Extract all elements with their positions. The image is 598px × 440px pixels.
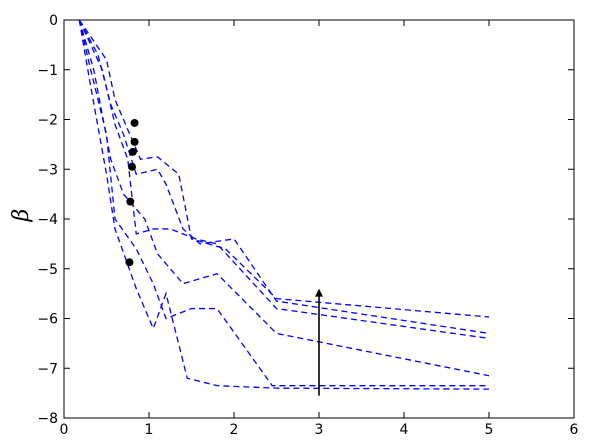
point	[130, 118, 139, 127]
y-tick-label: −3	[37, 162, 58, 178]
y-axis-label: β	[9, 209, 34, 223]
point	[128, 147, 137, 156]
y-tick-label: 0	[49, 13, 58, 29]
x-tick-label: 2	[230, 422, 239, 436]
y-tick-label: −4	[37, 212, 58, 228]
series-line	[78, 19, 489, 387]
y-tick-label: −1	[37, 63, 58, 79]
arrow-head	[315, 288, 323, 297]
point	[126, 197, 135, 206]
series-line	[78, 19, 490, 318]
series-line	[78, 19, 490, 340]
y-tick-label: −5	[37, 262, 58, 278]
point	[130, 137, 139, 146]
x-tick-label: 0	[60, 422, 69, 436]
series-line	[78, 19, 490, 335]
x-tick-label: 6	[570, 422, 579, 436]
y-tick-label: −2	[37, 113, 58, 129]
y-tick-label: −6	[37, 312, 58, 328]
x-tick-label: 5	[485, 422, 494, 436]
x-tick-label: 4	[400, 422, 409, 436]
x-tick-label: 1	[145, 422, 154, 436]
y-tick-label: −8	[37, 411, 58, 427]
y-tick-label: −7	[37, 361, 58, 377]
plot-frame	[63, 19, 575, 419]
point	[128, 162, 136, 171]
point	[125, 258, 134, 267]
x-tick-label: 3	[315, 422, 324, 436]
series-line	[78, 19, 490, 390]
series-line	[78, 19, 490, 377]
